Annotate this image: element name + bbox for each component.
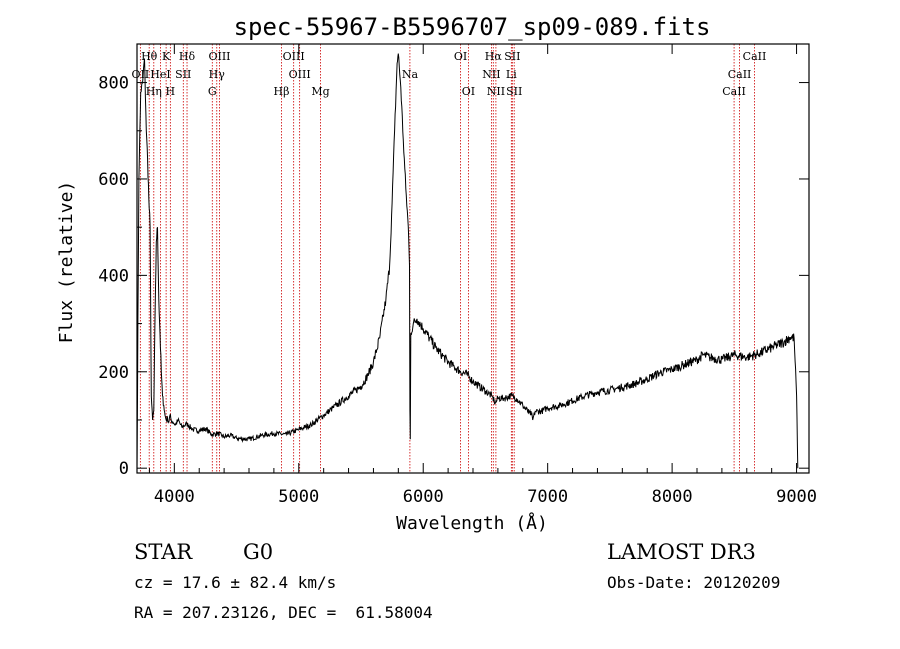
spectral-line-label: Hα: [485, 50, 503, 63]
x-axis-label: Wavelength (Å): [396, 512, 548, 534]
x-tick-label: 4000: [154, 487, 195, 507]
spectral-line-label: SII: [506, 85, 522, 98]
y-tick-label: 600: [98, 170, 129, 190]
x-tick-label: 6000: [403, 487, 444, 507]
x-tick-label: 5000: [278, 487, 319, 507]
spectral-line-label: G: [208, 85, 217, 98]
spectral-line-label: CaII: [743, 50, 767, 63]
spectral-line-label: OIII: [289, 68, 311, 81]
object-class: STAR: [134, 540, 193, 564]
spectral-line-label: OIII: [208, 50, 230, 63]
y-tick-label: 0: [119, 459, 129, 479]
y-tick-label: 400: [98, 266, 129, 286]
spectral-line-label: HeI: [150, 68, 170, 81]
spectral-line-label: OIII: [283, 50, 305, 63]
spectral-line-label: Hβ: [274, 85, 290, 98]
y-axis-label: Flux (relative): [56, 181, 77, 344]
spectral-line-label: Hγ: [209, 68, 226, 81]
spectral-line-label: Hθ: [141, 50, 158, 63]
observation-date: Obs-Date: 20120209: [607, 573, 781, 592]
y-tick-label: 200: [98, 363, 129, 383]
spectral-line-label: NII: [482, 68, 500, 81]
y-tick-label: 800: [98, 74, 129, 94]
spectral-line-label: SII: [175, 68, 191, 81]
coordinates: RA = 207.23126, DEC = 61.58004: [134, 603, 433, 622]
spectral-line-label: Li: [506, 68, 517, 81]
spectral-line-label: OI: [454, 50, 467, 63]
spectral-line-label: Hη: [146, 85, 162, 98]
spectral-line-label: SII: [504, 50, 520, 63]
plot-frame: [136, 43, 810, 474]
x-tick-label: 7000: [527, 487, 568, 507]
spectral-line-label: OII: [132, 68, 150, 81]
spectral-line-label: Mg: [311, 85, 329, 98]
x-tick-label: 8000: [652, 487, 693, 507]
spectral-line-label: OI: [462, 85, 475, 98]
survey-name: LAMOST DR3: [607, 540, 756, 564]
object-subclass: G0: [243, 540, 274, 564]
spectral-line-label: K: [162, 50, 171, 63]
spectrum-line: [136, 53, 799, 469]
spectral-line-label: CaII: [728, 68, 752, 81]
chart-title: spec-55967-B5596707_sp09-089.fits: [234, 13, 711, 41]
spectral-line-label: Hδ: [179, 50, 196, 63]
x-tick-label: 9000: [776, 487, 817, 507]
redshift-info: cz = 17.6 ± 82.4 km/s: [134, 573, 337, 592]
spectral-line-label: H: [166, 85, 176, 98]
spectral-line-label: CaII: [722, 85, 746, 98]
spectral-line-label: NII: [487, 85, 505, 98]
spectral-line-label: Na: [402, 68, 419, 81]
